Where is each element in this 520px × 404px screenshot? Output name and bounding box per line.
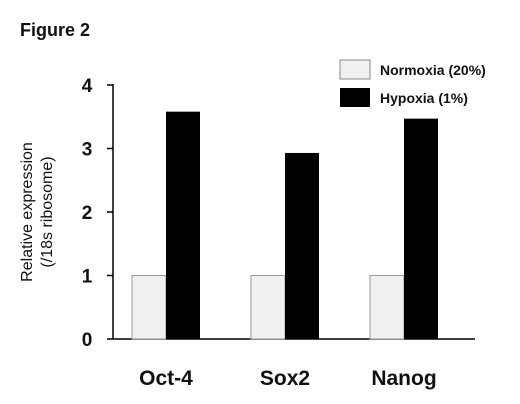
legend-swatch (339, 59, 371, 80)
y-ticks: 0 1 2 3 4 (82, 76, 113, 351)
legend-swatch (340, 88, 370, 107)
y-axis-label-line: (/18s ribosome) (39, 156, 56, 267)
bar-normoxia-oct-4 (131, 275, 167, 340)
bars (131, 111, 438, 340)
y-axis-label-line: Relative expression (19, 142, 36, 282)
y-tick-label: 1 (82, 267, 93, 288)
y-tick-label: 2 (82, 203, 93, 224)
y-axis-label: Relative expression (/18s ribosome) (19, 142, 56, 282)
legend: Normoxia (20%) Hypoxia (1%) (339, 59, 486, 107)
y-tick-label: 4 (82, 76, 93, 97)
category-labels: Oct-4 Sox2 Nanog (139, 367, 437, 390)
y-tick-label: 0 (82, 330, 93, 351)
y-tick-label: 3 (82, 140, 93, 161)
bar-hypoxia-sox2 (285, 152, 319, 339)
legend-label: Normoxia (20%) (380, 62, 486, 78)
legend-label: Hypoxia (1%) (380, 90, 468, 106)
category-label: Sox2 (260, 367, 310, 390)
bar-hypoxia-oct-4 (166, 111, 200, 339)
category-label: Nanog (371, 367, 436, 390)
category-label: Oct-4 (139, 367, 193, 390)
bar-hypoxia-nanog (404, 118, 438, 339)
bar-normoxia-nanog (369, 275, 405, 340)
figure-label: Figure 2 (20, 20, 91, 40)
bar-normoxia-sox2 (250, 275, 286, 340)
